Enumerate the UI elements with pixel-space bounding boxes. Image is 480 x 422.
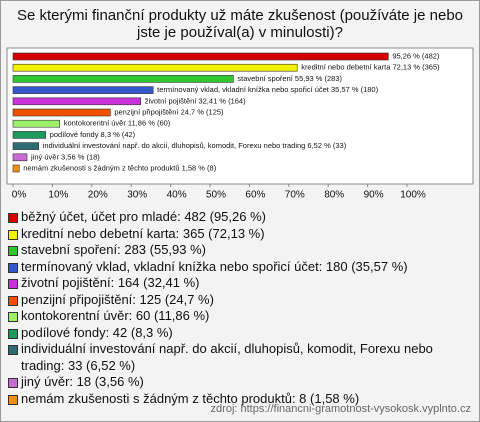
x-tick-label: 10% (48, 190, 68, 201)
legend-item: individuální investování např. do akcií,… (7, 341, 467, 374)
value-label: životní pojištění 32,41 % (164) (145, 96, 246, 105)
value-label: individuální investování např. do akcií,… (43, 141, 347, 150)
bar (12, 131, 47, 139)
bar (12, 97, 141, 106)
x-tick-label: 70% (285, 190, 305, 201)
legend-label: penzijní připojištění: 125 (24,7 %) (21, 291, 214, 307)
legend-swatch (8, 213, 18, 223)
legend-item: termínovaný vklad, vkladní knížka nebo s… (7, 259, 467, 276)
bar (12, 119, 61, 128)
chart: 0% 10% 20% 30% 40% 50% 60% 70% 80% 90% 100% 95,26 %… (6, 47, 474, 201)
legend-item: kreditní nebo debetní karta: 365 (72,13 … (7, 226, 467, 243)
legend-swatch (8, 345, 18, 355)
bar (12, 63, 298, 72)
legend-item: stavební spoření: 283 (55,93 %) (7, 242, 467, 259)
x-tick-label: 50% (206, 190, 226, 201)
x-tick-label: 100% (400, 190, 426, 201)
x-tick-label: 40% (167, 190, 187, 201)
x-tick-label: 60% (245, 190, 265, 201)
bar (12, 52, 389, 61)
legend-item: běžný účet, účet pro mladé: 482 (95,26 %… (7, 209, 467, 226)
legend-label: stavební spoření: 283 (55,93 %) (21, 242, 207, 257)
bar (12, 164, 20, 173)
legend-swatch (8, 229, 18, 240)
legend-label: nemám zkušenosti s žádným z těchto produ… (21, 390, 360, 406)
legend-item: penzijní připojištění: 125 (24,7 %) (7, 292, 467, 309)
bar (12, 153, 28, 162)
value-label: jiný úvěr 3,56 % (18) (30, 152, 100, 161)
legend-item: nemám zkušenosti s žádným z těchto produ… (7, 391, 467, 408)
value-label: termínovaný vklad, vkladní knížka nebo s… (157, 85, 378, 94)
x-tick-label: 20% (88, 190, 108, 201)
legend-swatch (8, 328, 18, 339)
legend-swatch (8, 279, 18, 289)
value-label: nemám zkušenosti s žádným z těchto produ… (23, 163, 217, 172)
legend-swatch (8, 262, 18, 273)
value-label: kontokorentní úvěr 11,86 % (60) (64, 119, 171, 128)
x-tick-label: 30% (127, 190, 147, 201)
legend-item: životní pojištění: 164 (32,41 %) (7, 275, 467, 292)
value-label: penzijní připojištění 24,7 % (125) (114, 107, 224, 116)
legend-label: kreditní nebo debetní karta: 365 (72,13 … (21, 225, 265, 241)
legend-swatch (8, 378, 18, 388)
value-label: 95,26 % (482) (392, 51, 440, 60)
legend-label: běžný účet, účet pro mladé: 482 (95,26 %… (21, 209, 266, 224)
bar (12, 86, 154, 94)
chart-title: Se kterými finanční produkty už máte zku… (16, 7, 464, 41)
x-tick-label: 90% (364, 190, 384, 201)
legend-swatch (8, 246, 18, 256)
value-label: podílové fondy 8,3 % (42) (50, 130, 136, 139)
legend-item: podílové fondy: 42 (8,3 %) (7, 325, 467, 342)
legend-swatch (8, 312, 18, 322)
source: zdroj: https://financni-gramotnost-vysok… (210, 403, 471, 415)
legend-label: podílové fondy: 42 (8,3 %) (21, 324, 173, 340)
legend-label: termínovaný vklad, vkladní knížka nebo s… (21, 258, 408, 274)
legend-label: jiný úvěr: 18 (3,56 %) (21, 374, 144, 389)
legend-label: individuální investování např. do akcií,… (21, 341, 433, 373)
bar (12, 75, 234, 83)
legend-swatch (8, 295, 18, 306)
value-label: kreditní nebo debetní karta 72,13 % (365… (301, 63, 440, 72)
x-tick-label: 80% (324, 190, 344, 201)
bar (12, 108, 111, 117)
legend-item: jiný úvěr: 18 (3,56 %) (7, 374, 467, 391)
value-label: stavební spoření 55,93 % (283) (237, 74, 342, 83)
legend-label: kontokorentní úvěr: 60 (11,86 %) (21, 308, 210, 323)
legend-item: kontokorentní úvěr: 60 (11,86 %) (7, 308, 467, 325)
legend-swatch (8, 394, 18, 405)
x-tick-label: 0% (12, 190, 27, 201)
bar (12, 142, 39, 150)
legend: běžný účet, účet pro mladé: 482 (95,26 %… (7, 209, 467, 407)
legend-label: životní pojištění: 164 (32,41 %) (21, 275, 200, 290)
